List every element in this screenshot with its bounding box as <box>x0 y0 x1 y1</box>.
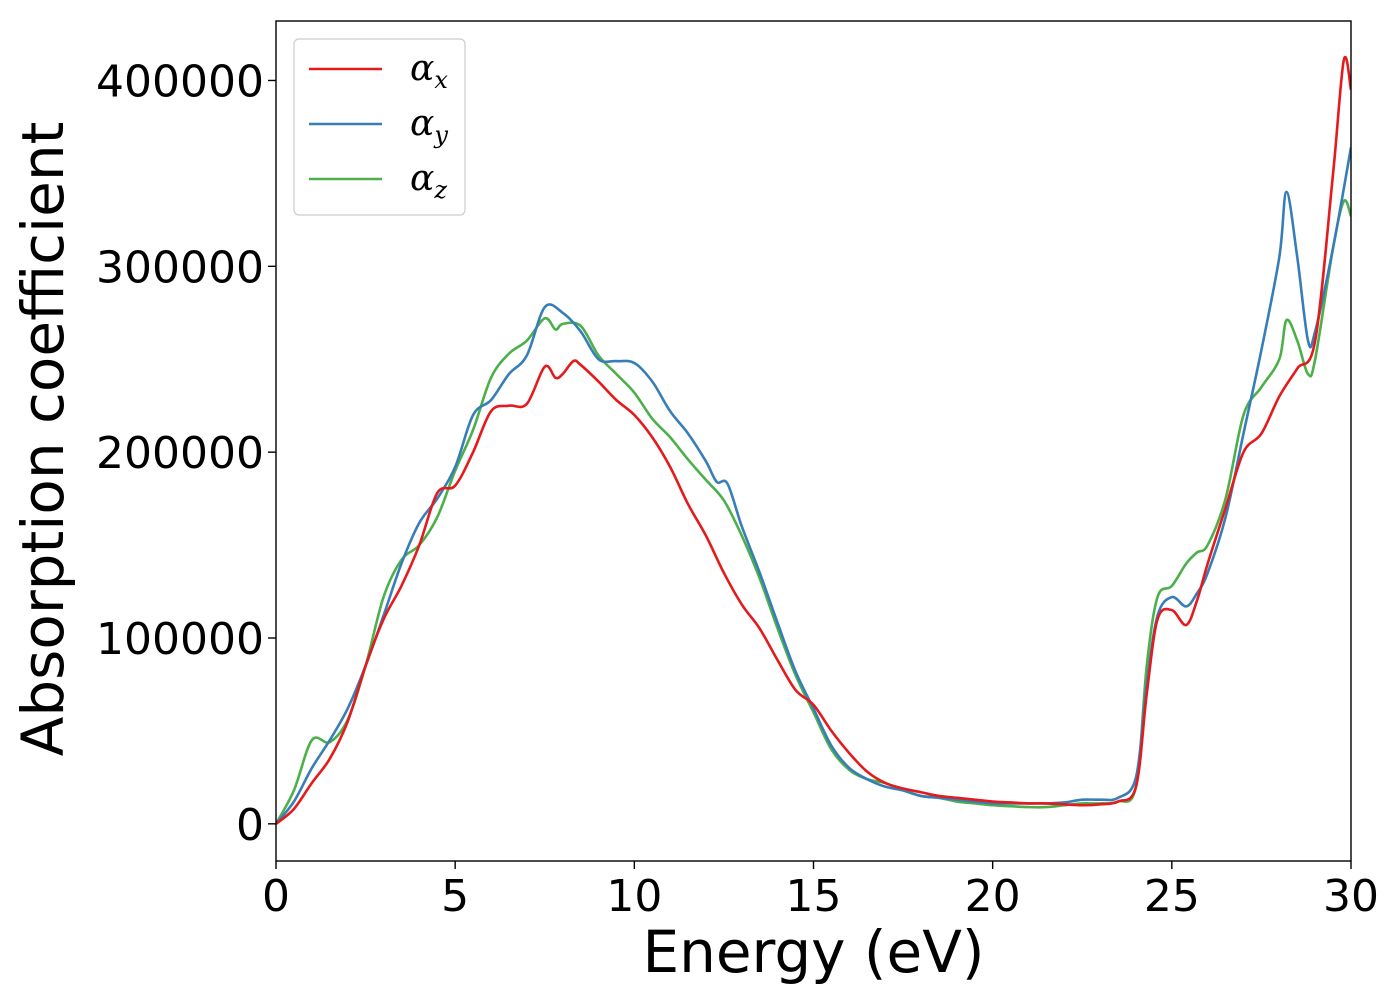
x-tick-label: 10 <box>606 871 662 922</box>
x-tick-label: 30 <box>1323 871 1379 922</box>
x-tick-label: 0 <box>262 871 290 922</box>
y-tick-label: 300000 <box>96 242 264 293</box>
x-tick-label: 15 <box>786 871 842 922</box>
x-tick-label: 5 <box>441 871 469 922</box>
legend: αx αy αz <box>293 38 466 216</box>
series-line-x <box>276 55 1351 825</box>
y-tick-label: 200000 <box>96 428 264 479</box>
x-tick-label: 20 <box>965 871 1021 922</box>
legend-label: αy <box>410 103 448 149</box>
y-tick-label: 0 <box>236 800 264 851</box>
legend-item-y: αy <box>309 103 448 149</box>
legend-label: αz <box>410 158 447 204</box>
legend-frame <box>293 38 466 216</box>
x-tick-label: 25 <box>1144 871 1200 922</box>
series-line-y <box>276 147 1351 825</box>
y-tick-label: 400000 <box>96 56 264 107</box>
legend-label: αx <box>410 48 448 94</box>
legend-item-x: αx <box>309 48 448 94</box>
y-axis-label: Absorption coefficient <box>9 122 77 757</box>
series-lines <box>276 55 1351 825</box>
y-axis: 0 100000 200000 300000 400000 <box>96 56 276 851</box>
y-tick-label: 100000 <box>96 614 264 665</box>
x-axis-label: Energy (eV) <box>642 918 984 986</box>
series-line-z <box>276 198 1351 825</box>
legend-item-z: αz <box>309 158 447 204</box>
x-axis: 0 5 10 15 20 25 30 <box>262 861 1379 922</box>
